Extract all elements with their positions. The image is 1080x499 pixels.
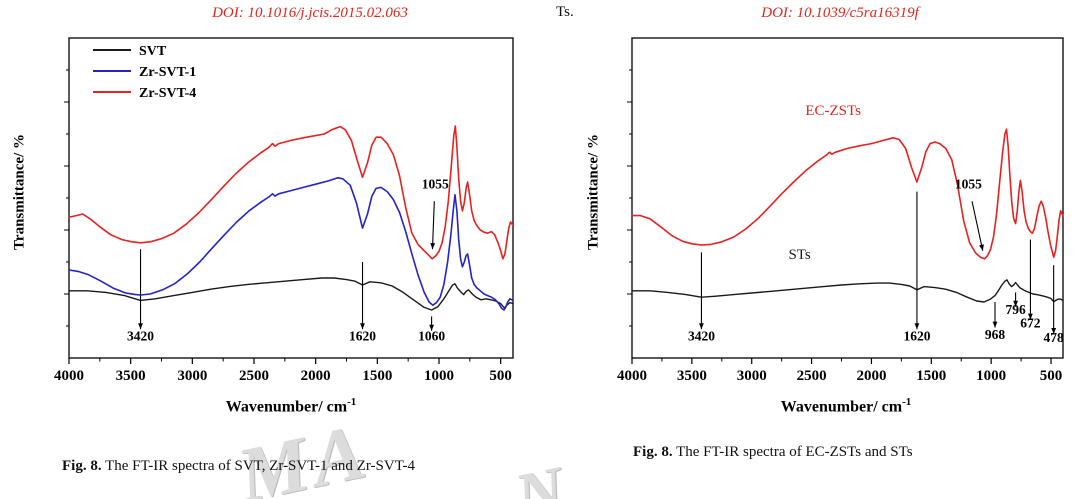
annotation-arrowhead-478 [1051,328,1057,334]
x-tick-label: 500 [489,368,512,384]
series-label-STs: STs [788,247,810,263]
series-line-EC-ZSTs [631,128,1064,260]
y-axis-title-left: Transmittance/ % [11,134,28,250]
x-tick-label: 1000 [424,368,454,384]
x-tick-label: 500 [1040,368,1063,384]
annotation-arrowhead-672 [1028,313,1033,320]
series-label-EC-ZSTs: EC-ZSTs [805,103,861,119]
figure-caption-left: Fig. 8. The FT-IR spectra of SVT, Zr-SVT… [62,458,415,475]
legend-label-Zr-SVT-1: Zr-SVT-1 [139,65,196,80]
watermark-text-partial: N [508,452,571,499]
series-line-Zr-SVT-4 [68,125,514,260]
y-axis-title-right: Transmittance/ % [585,134,602,250]
x-tick-label: 3000 [177,368,207,384]
annotation-label-3420: 3420 [688,328,715,343]
annotation-label-1060: 1060 [418,328,445,343]
figure-caption-left-text: The FT-IR spectra of SVT, Zr-SVT-1 and Z… [101,458,415,474]
x-axis-title-right-exponent: -1 [902,396,912,408]
x-axis-title-right: Wavenumber/ cm-1 [781,396,912,416]
annotation-label-478: 478 [1044,330,1065,345]
x-tick-label: 4000 [617,368,647,384]
annotation-arrowhead-3420 [699,323,704,330]
watermark-text: MA [230,406,377,499]
text-fragment: Ts. [556,4,574,20]
legend-label-Zr-SVT-4: Zr-SVT-4 [139,86,196,101]
annotation-arrowhead-968 [992,321,998,328]
plot-frame [68,37,514,359]
series-line-STs [631,279,1064,303]
annotation-label-1055: 1055 [955,176,982,191]
annotation-label-3420: 3420 [127,328,154,343]
annotation-label-1620: 1620 [903,328,930,343]
annotation-arrowhead-3420 [138,323,143,330]
annotation-label-796: 796 [1005,302,1026,317]
figure-caption-right: Fig. 8. The FT-IR spectra of EC-ZSTs and… [633,444,913,461]
x-tick-label: 2500 [797,368,827,384]
x-tick-label: 1500 [916,368,946,384]
x-tick-label: 1500 [362,368,392,384]
annotation-label-1620: 1620 [349,328,376,343]
x-tick-label: 1000 [976,368,1006,384]
figure-caption-right-text: The FT-IR spectra of EC-ZSTs and STs [672,444,913,460]
legend-label-SVT: SVT [139,44,167,59]
annotation-arrowhead-1620 [360,323,365,330]
x-axis-title-left-exponent: -1 [347,396,357,408]
annotation-arrow-1055 [971,201,984,251]
x-tick-label: 3000 [737,368,767,384]
x-axis-title-left-text: Wavenumber/ cm [225,398,348,416]
annotation-arrow-1055 [431,201,435,250]
series-line-SVT [68,277,514,311]
x-axis-title-right-text: Wavenumber/ cm [780,398,903,416]
annotation-arrowhead-1620 [914,323,920,330]
ftir-chart-left: 4000 3500 3000 2500 2000 1500 1000 500 3420 1620 1… [54,37,514,384]
annotation-arrowhead-1060 [429,324,434,331]
annotation-arrowhead-1055 [430,243,436,250]
x-tick-label: 3500 [677,368,707,384]
x-tick-label: 3500 [116,368,146,384]
annotation-label-1055: 1055 [422,176,449,191]
x-tick-label: 2000 [856,368,886,384]
x-axis-title-left: Wavenumber/ cm-1 [226,396,357,416]
annotation-label-968: 968 [985,327,1006,342]
figure-caption-left-label: Fig. 8. [62,458,102,474]
x-tick-label: 4000 [54,368,84,384]
annotation-arrowhead-796 [1013,300,1018,307]
series-line-Zr-SVT-1 [68,177,514,311]
annotation-label-672: 672 [1020,316,1041,331]
x-tick-label: 2000 [301,368,331,384]
annotation-arrowhead-1055 [979,244,984,251]
x-tick-label: 2500 [239,368,269,384]
doi-left: DOI: 10.1016/j.jcis.2015.02.063 [212,5,408,21]
ftir-chart-right: 4000 3500 3000 2500 2000 1500 1000 500 EC-ZSTs ST… [617,37,1065,384]
doi-right: DOI: 10.1039/c5ra16319f [761,5,919,21]
figure-caption-right-label: Fig. 8. [633,444,673,460]
